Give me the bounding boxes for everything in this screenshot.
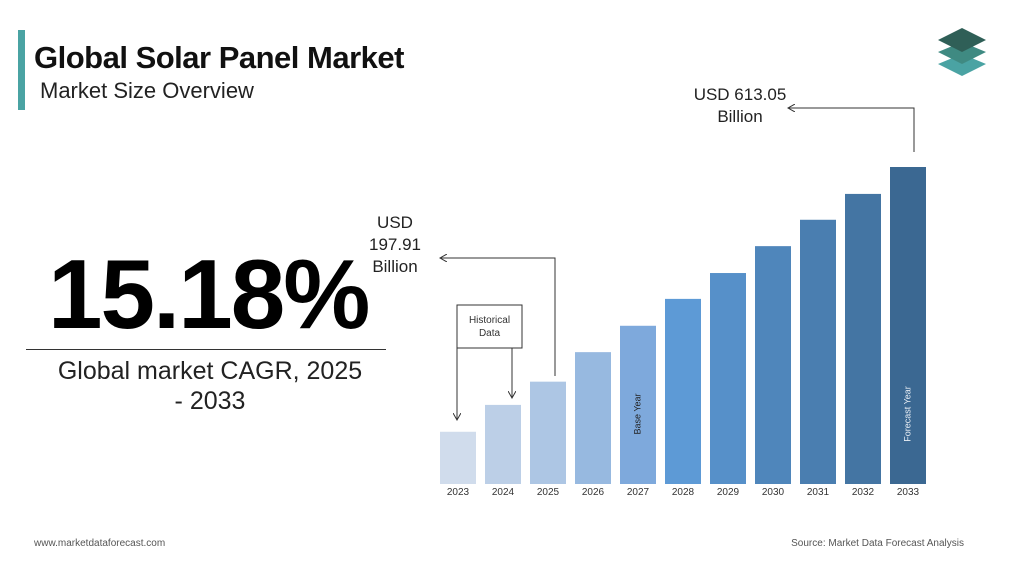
bar [755,246,791,484]
bar [800,219,836,485]
x-tick-label: 2024 [492,487,515,498]
bar [530,381,566,484]
headline: 15.18% [48,239,370,349]
bar [665,298,701,484]
bar [575,352,611,484]
subtitle: Market Size Overview [40,78,254,103]
footer-website: www.marketdataforecast.com [34,538,166,549]
x-tick-label: 2023 [447,487,470,498]
value-label: USD 197.91 Billion [369,213,421,276]
bar-annotation: Base Year [632,393,642,434]
x-tick-label: 2028 [672,487,695,498]
historical-label: Historical Data [468,315,511,339]
caption: Global market CAGR, 2025 - 2033 [57,357,363,415]
x-tick-label: 2033 [897,487,920,498]
x-tick-label: 2026 [582,487,605,498]
connectors [440,108,915,420]
bar [890,167,926,484]
bar [440,431,476,484]
x-tick-label: 2032 [852,487,875,498]
value-label: USD 613.05 Billion [693,85,787,126]
bar [485,404,521,484]
footer-source: Source: Market Data Forecast Analysis [791,538,964,549]
bar [620,325,656,484]
bar [710,273,746,484]
x-tick-label: 2025 [537,487,560,498]
accent-bar [18,30,25,110]
x-tick-label: 2030 [762,487,785,498]
logo [938,28,986,76]
x-tick-label: 2029 [717,487,740,498]
bar-annotation: Forecast Year [902,386,912,442]
bar [845,193,881,484]
title: Global Solar Panel Market [34,40,404,75]
x-tick-label: 2031 [807,487,830,498]
divider [26,349,386,350]
x-tick-label: 2027 [627,487,650,498]
